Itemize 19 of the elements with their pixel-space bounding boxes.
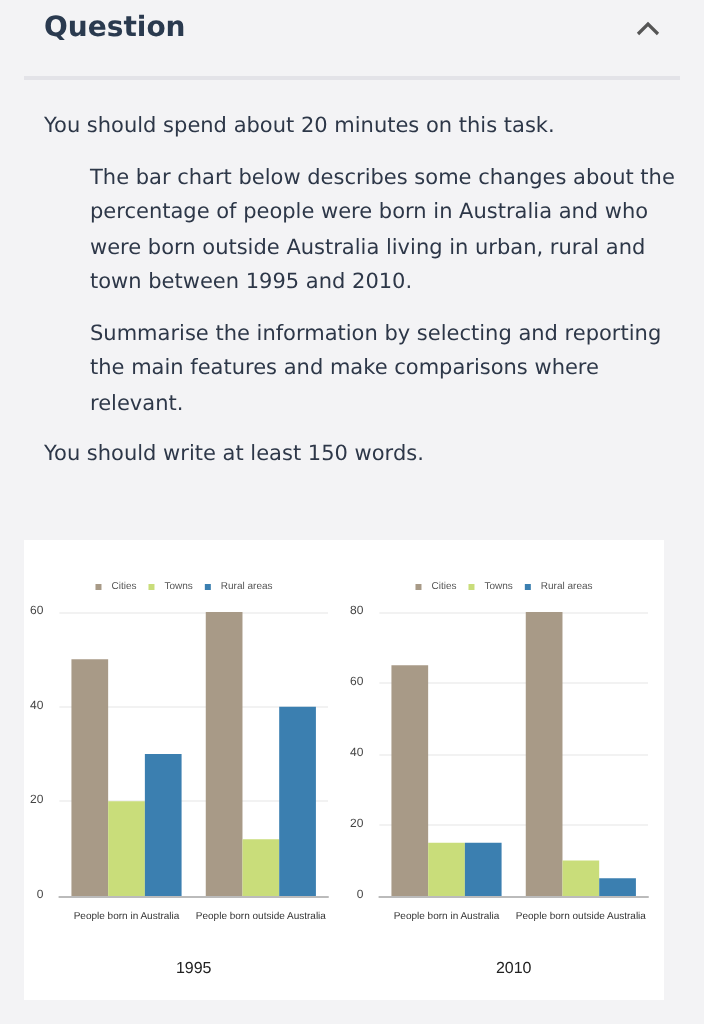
bar (108, 801, 145, 896)
bar (391, 665, 429, 896)
bar (464, 842, 502, 896)
bar (71, 659, 109, 896)
bar (428, 842, 465, 896)
bar (562, 860, 600, 896)
x-axis-title: 2010 (495, 959, 533, 977)
text: You should write at least 150 words. (44, 440, 426, 470)
text: You should spend about 20 minutes on this task. (44, 112, 557, 142)
text: Summarise the information by selecting and reporting the main features and make comparisons where relevant. (90, 319, 664, 419)
bar (525, 612, 563, 896)
bar (599, 878, 636, 896)
bar (279, 706, 316, 896)
bar (144, 754, 182, 896)
text: Question (44, 12, 186, 44)
x-axis-title: 1995 (175, 959, 213, 977)
bar (205, 612, 243, 896)
bar (242, 839, 280, 896)
text: The bar chart below describes some changes about the percentage of people were born in Australia and who were born outside Australia living in urban, rural and town between 1995 and 2010. (90, 163, 677, 298)
